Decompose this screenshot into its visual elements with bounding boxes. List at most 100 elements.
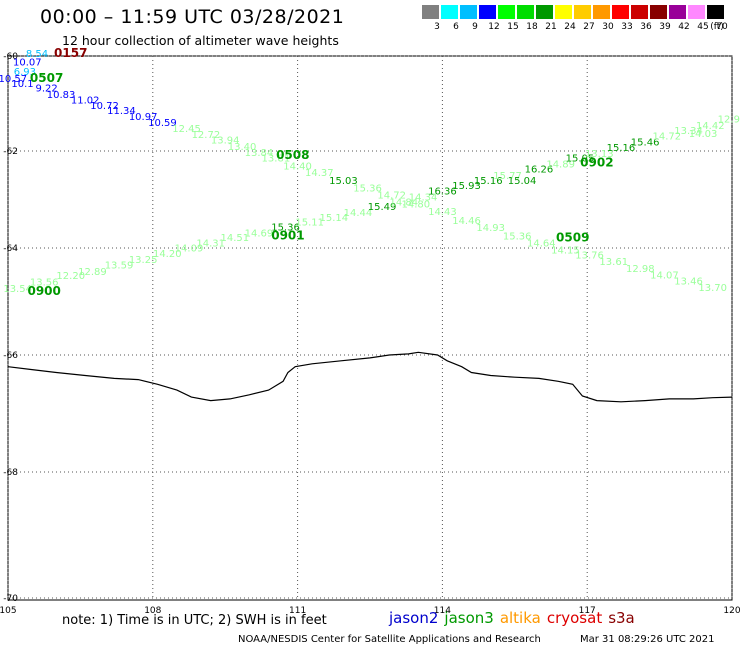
lat-tick-label: -66 — [3, 351, 18, 361]
lon-tick-label: 108 — [144, 606, 161, 616]
wave-height-label: 11.02 — [71, 96, 100, 107]
legend-swatch — [707, 5, 724, 19]
wave-height-label: 14.37 — [305, 168, 334, 179]
wave-height-label: 14.89 — [546, 159, 575, 170]
legend-swatch — [422, 5, 439, 19]
wave-height-label: 11.34 — [107, 106, 136, 117]
legend-swatch — [612, 5, 629, 19]
satellite-legend: jason2 jason3 altika cryosat s3a — [389, 609, 641, 627]
legend-tick: 39 — [659, 22, 671, 32]
wave-height-label: 14.93 — [476, 223, 505, 234]
wave-height-label: 13.46 — [674, 276, 703, 287]
legend-tick: 9 — [472, 22, 478, 32]
wave-height-label: 14.43 — [428, 207, 457, 218]
page-subtitle: 12 hour collection of altimeter wave hei… — [62, 33, 339, 48]
wave-height-label: 10.07 — [13, 58, 42, 69]
time-label: 0157 — [54, 46, 87, 60]
wave-height-label: 14.07 — [650, 270, 679, 281]
legend-swatch — [536, 5, 553, 19]
footnote: note: 1) Time is in UTC; 2) SWH is in fe… — [62, 613, 327, 628]
legend-swatch — [460, 5, 477, 19]
wave-height-label: 13.70 — [698, 283, 727, 294]
legend-swatch — [669, 5, 686, 19]
legend-swatch — [593, 5, 610, 19]
wave-height-label: 15.36 — [271, 223, 300, 234]
wave-height-label: 14.84 — [389, 197, 418, 208]
wave-height-label: 10.83 — [47, 90, 76, 101]
wave-height-label: 10.57 — [0, 74, 27, 85]
wave-height-label: 12.72 — [192, 130, 221, 141]
wave-height-label: 13.61 — [599, 257, 628, 268]
wave-height-label: 14.64 — [527, 239, 556, 250]
wave-height-label: 13.13 — [585, 149, 614, 160]
legend-tick: 33 — [621, 22, 633, 32]
wave-height-label: 12.94 — [718, 115, 740, 126]
credit-line: NOAA/NESDIS Center for Satellite Applica… — [238, 634, 541, 645]
wave-height-label: 13.94 — [211, 135, 240, 146]
legend-swatch — [574, 5, 591, 19]
wave-height-label: 12.98 — [626, 264, 655, 275]
wave-height-label: 15.16 — [474, 176, 503, 187]
satellite-altika: altika — [499, 609, 541, 627]
axis-labels: 105 108 111 114 117 120 -60 -62 -64 -66 -68 -70 — [0, 52, 740, 616]
time-label: 0507 — [30, 71, 63, 85]
legend-tick: 24 — [564, 22, 576, 32]
lon-tick-label: 120 — [723, 606, 740, 616]
lat-tick-label: -60 — [3, 52, 18, 62]
wave-height-label: 13.76 — [575, 251, 604, 262]
legend-tick: 15 — [507, 22, 519, 32]
wave-height-label: 15.05 — [566, 154, 595, 165]
satellite-cryosat: cryosat — [546, 609, 603, 627]
wave-height-label: 16.26 — [525, 164, 554, 175]
coastline — [7, 351, 733, 403]
wave-height-label: 6.93 — [14, 67, 36, 78]
wave-height-label: 15.77 — [493, 171, 522, 182]
lon-tick-label: 117 — [579, 606, 596, 616]
time-label: 0900 — [27, 284, 60, 298]
legend-tick: 45 — [697, 22, 709, 32]
legend-swatch — [498, 5, 515, 19]
wave-height-label: 15.11 — [295, 218, 324, 229]
map-frame — [7, 55, 733, 601]
wave-height-label: 14.03 — [689, 129, 718, 140]
lat-tick-label: -68 — [3, 468, 18, 478]
wave-height-label: 14.44 — [344, 208, 373, 219]
wave-height-label: 12.20 — [56, 271, 85, 282]
wave-height-label: 10.72 — [90, 101, 119, 112]
track-b: 13.5413.5612.2012.8913.5913.2514.2014.09… — [3, 115, 740, 299]
page-title: 00:00 – 11:59 UTC 03/28/2021 — [40, 6, 345, 28]
wave-height-label: 13.25 — [129, 255, 158, 266]
lat-tick-label: -70 — [3, 594, 18, 604]
wave-height-label: 12.89 — [78, 267, 107, 278]
wave-height-label: 13.56 — [30, 277, 59, 288]
time-label: 0902 — [580, 156, 613, 170]
legend-tick: 30 — [602, 22, 614, 32]
wave-height-label: 14.15 — [551, 245, 580, 256]
wave-height-label: 14.34 — [409, 192, 438, 203]
generated-timestamp: Mar 31 08:29:26 UTC 2021 — [580, 634, 715, 645]
wave-height-label: 14.51 — [221, 233, 250, 244]
wave-height-label: 13.34 — [674, 126, 703, 137]
legend-tick: 70 — [716, 22, 728, 32]
legend-tick: 18 — [526, 22, 538, 32]
time-label: 0901 — [271, 228, 304, 242]
legend-tick: 3 — [434, 22, 440, 32]
wave-height-label: 13.54 — [3, 284, 32, 295]
wave-height-label: 10.1 — [11, 79, 33, 90]
legend-tick: 12 — [488, 22, 500, 32]
legend-swatch — [688, 5, 705, 19]
wave-height-label: 10.59 — [148, 118, 177, 129]
legend-tick: 6 — [453, 22, 459, 32]
legend-swatch — [479, 5, 496, 19]
legend-tick: 21 — [545, 22, 557, 32]
satellite-jason3: jason3 — [444, 609, 494, 627]
legend-swatch — [631, 5, 648, 19]
wave-height-label: 13.81 — [262, 154, 291, 165]
wave-height-label: 15.36 — [503, 231, 532, 242]
wave-height-label: 14.46 — [452, 216, 481, 227]
lat-tick-label: -64 — [3, 244, 18, 254]
wave-height-label: 14.31 — [196, 239, 225, 250]
wave-height-label: 14.80 — [402, 199, 431, 210]
wave-height-label: 14.20 — [153, 249, 182, 260]
